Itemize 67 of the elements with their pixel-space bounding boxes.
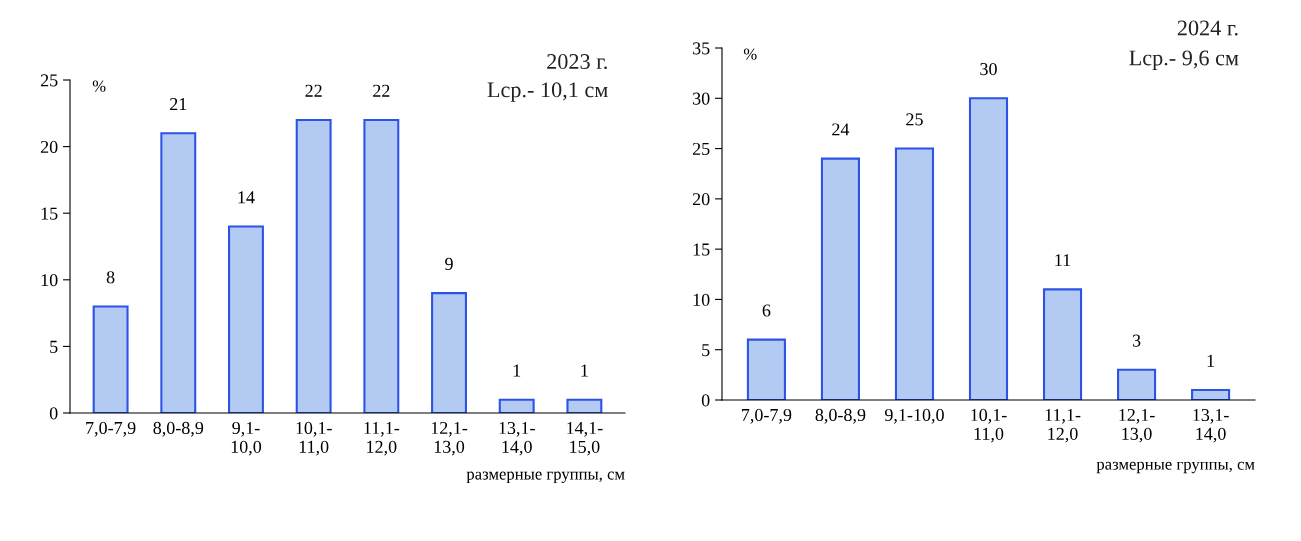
y-tick-label: 10 (693, 293, 710, 306)
bar (92, 305, 129, 413)
data-label: 30 (980, 62, 997, 76)
data-label: 14 (238, 191, 255, 204)
annotation: Lср.- 9,6 см (1129, 50, 1239, 70)
data-label: 8 (106, 271, 115, 284)
x-axis-title: размерные группы, см (1096, 461, 1255, 474)
y-tick-label: 15 (693, 243, 710, 256)
y-tick-label: 20 (40, 140, 58, 154)
data-label: 24 (832, 123, 850, 136)
data-label: 9 (445, 257, 453, 271)
bar (566, 398, 603, 413)
x-tick-label: 12,1- 13,0 (1119, 408, 1155, 443)
data-label: 25 (906, 113, 923, 126)
y-axis-title: % (743, 48, 757, 60)
x-tick-label: 10,1- 11,0 (296, 421, 332, 456)
data-label: 1 (513, 364, 521, 377)
y-tick-label: 5 (50, 340, 58, 353)
data-label: 3 (1132, 334, 1141, 347)
data-label: 1 (581, 364, 588, 377)
x-tick-label: 7,0-7,9 (742, 408, 792, 424)
data-label: 1 (1207, 354, 1215, 367)
x-tick-label: 13,1- 14,0 (499, 421, 535, 456)
bar (1191, 388, 1231, 400)
x-tick-label: 11,1- 12,0 (1045, 408, 1081, 443)
bar (295, 118, 332, 413)
y-axis-title: % (92, 80, 106, 92)
bar (160, 132, 197, 413)
x-tick-label: 11,1- 12,0 (364, 421, 400, 456)
y-tick-label: 15 (41, 207, 58, 220)
x-tick-label: 8,0-8,9 (815, 408, 866, 424)
y-tick-label: 30 (693, 92, 710, 105)
data-label: 21 (170, 98, 187, 110)
annotation: Lср.- 10,1 см (487, 82, 608, 102)
y-tick-label: 10 (41, 274, 58, 287)
data-label: 6 (762, 304, 771, 317)
y-tick-label: 25 (692, 142, 710, 156)
bar (431, 292, 467, 413)
data-label: 11 (1055, 254, 1071, 267)
y-tick-label: 20 (692, 193, 710, 206)
bar (746, 338, 786, 400)
x-tick-label: 12,1- 13,0 (431, 421, 468, 456)
text: 2024 г. (1177, 20, 1238, 36)
bar (228, 225, 264, 413)
x-tick-label: 10,1- 11,0 (971, 408, 1007, 443)
x-tick-label: 7,0-7,9 (86, 421, 136, 437)
bar (1117, 368, 1157, 400)
bar (498, 398, 535, 413)
x-axis-title: размерные группы, см (466, 471, 625, 484)
x-tick-label: 13,1- 14,0 (1193, 408, 1229, 443)
bar (894, 147, 935, 400)
x-tick-label: 14,1- 15,0 (567, 421, 603, 456)
bar (1042, 288, 1083, 400)
data-label: 22 (305, 84, 322, 97)
y-tick-label: 25 (40, 74, 58, 87)
data-label: 22 (373, 84, 390, 97)
bar (363, 118, 400, 413)
y-tick-label: 0 (49, 407, 58, 420)
y-tick-label: 5 (702, 344, 710, 357)
y-tick-label: 0 (701, 394, 710, 407)
y-tick-label: 35 (693, 42, 710, 55)
bar (968, 97, 1009, 400)
bar (820, 157, 860, 400)
text: 2023 г. (547, 54, 607, 70)
x-tick-label: 9,1- 10,0 (231, 421, 262, 456)
x-tick-label: 8,0-8,9 (153, 421, 204, 437)
x-tick-label: 9,1-10,0 (884, 408, 944, 424)
